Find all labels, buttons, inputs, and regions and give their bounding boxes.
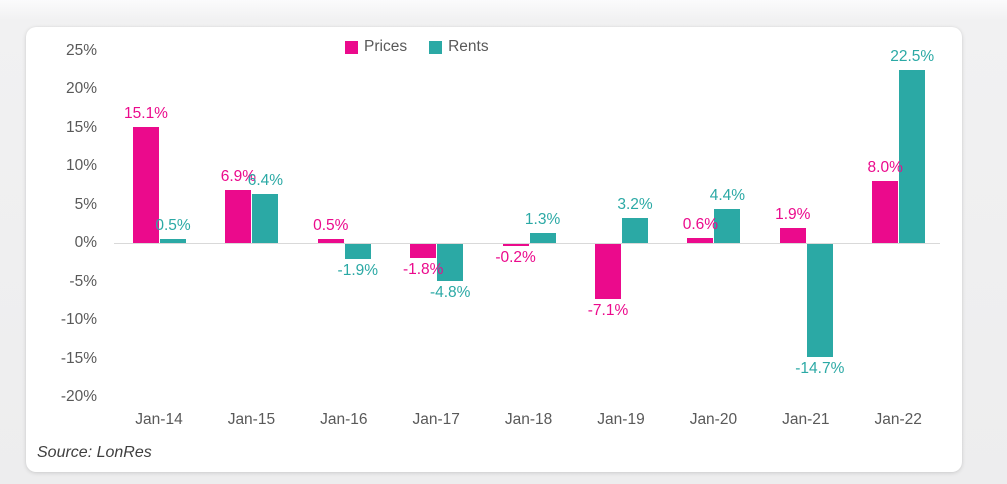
- y-axis-tick-0-: 0%: [74, 234, 97, 251]
- y-axis-tick--20-: -20%: [60, 388, 97, 405]
- x-axis-label-jan-22: Jan-22: [874, 411, 922, 428]
- x-axis-label-jan-20: Jan-20: [689, 411, 738, 428]
- rents-bar-jan-21: [806, 244, 833, 358]
- prices-data-label-jan-20: 0.6%: [682, 216, 719, 234]
- prices-data-label-jan-21: 1.9%: [775, 206, 811, 224]
- prices-bar-jan-15: [225, 189, 252, 243]
- legend-swatch-rents: [429, 40, 443, 54]
- rents-data-label-jan-22: 22.5%: [890, 47, 935, 65]
- prices-bar-jan-22: [872, 181, 899, 243]
- prices-data-label-jan-16: 0.5%: [313, 217, 349, 235]
- prices-data-label-jan-22: 8.0%: [867, 159, 903, 177]
- source-note: Source: LonRes: [37, 444, 152, 461]
- rents-bar-jan-16: [344, 244, 371, 259]
- rents-bar-jan-14: [160, 239, 186, 243]
- rents-data-label-jan-17: -4.8%: [429, 283, 471, 301]
- chart-legend: Prices Rents: [345, 35, 489, 59]
- rents-data-label-jan-18: 1.3%: [524, 210, 561, 228]
- legend-item-rents: Rents: [429, 38, 489, 56]
- y-axis-tick-20-: 20%: [65, 80, 97, 97]
- prices-data-label-jan-17: -1.8%: [402, 260, 444, 278]
- prices-data-label-jan-15: 6.9%: [220, 167, 257, 185]
- rents-bar-jan-22: [899, 69, 926, 243]
- rents-bar-jan-18: [529, 232, 556, 243]
- chart-card: Prices Rents 25% 20% 15% 10% 5% 0% -5% -10% -15% -…: [26, 27, 962, 472]
- legend-item-prices: Prices: [345, 38, 407, 56]
- prices-bar-jan-20: [687, 238, 714, 243]
- prices-bar-jan-14: [133, 126, 159, 243]
- x-axis-label-jan-19: Jan-19: [597, 411, 645, 428]
- x-axis-label-jan-14: Jan-14: [135, 411, 183, 428]
- legend-label-rents: Rents: [448, 38, 489, 55]
- prices-bar-jan-18: [502, 244, 529, 246]
- prices-data-label-jan-14: 15.1%: [124, 104, 168, 122]
- rents-data-label-jan-19: 3.2%: [617, 196, 653, 214]
- x-axis-label-jan-17: Jan-17: [412, 411, 460, 428]
- x-axis-label-jan-21: Jan-21: [782, 411, 830, 428]
- y-axis-tick--10-: -10%: [60, 311, 97, 328]
- legend-swatch-prices: [345, 40, 358, 54]
- x-axis-label-jan-16: Jan-16: [320, 411, 368, 428]
- rents-bar-jan-20: [714, 209, 741, 243]
- rents-bar-jan-17: [437, 244, 464, 281]
- rents-bar-jan-19: [622, 218, 648, 243]
- legend-label-prices: Prices: [364, 38, 408, 55]
- y-axis-tick-25-: 25%: [65, 41, 97, 59]
- prices-bar-jan-19: [595, 244, 621, 299]
- rents-data-label-jan-16: -1.9%: [337, 261, 379, 279]
- x-axis-zero-line: [114, 243, 940, 244]
- rents-data-label-jan-21: -14.7%: [795, 360, 845, 378]
- y-axis-tick-5-: 5%: [74, 195, 97, 213]
- rents-bar-jan-15: [252, 193, 279, 243]
- x-axis-label-jan-18: Jan-18: [504, 411, 553, 428]
- y-axis-tick-10-: 10%: [65, 157, 97, 174]
- x-axis-label-jan-15: Jan-15: [227, 411, 276, 428]
- prices-data-label-jan-19: -7.1%: [587, 301, 629, 319]
- prices-bar-jan-16: [317, 239, 344, 243]
- rents-data-label-jan-14: 0.5%: [155, 217, 191, 235]
- prices-bar-jan-21: [779, 228, 806, 243]
- y-axis-tick--5-: -5%: [69, 272, 97, 290]
- y-axis-tick--15-: -15%: [60, 349, 97, 367]
- y-axis-tick-15-: 15%: [65, 118, 97, 136]
- prices-data-label-jan-18: -0.2%: [495, 249, 536, 266]
- rents-data-label-jan-15: 6.4%: [247, 171, 284, 189]
- prices-bar-jan-17: [410, 244, 437, 258]
- rents-data-label-jan-20: 4.4%: [709, 187, 746, 205]
